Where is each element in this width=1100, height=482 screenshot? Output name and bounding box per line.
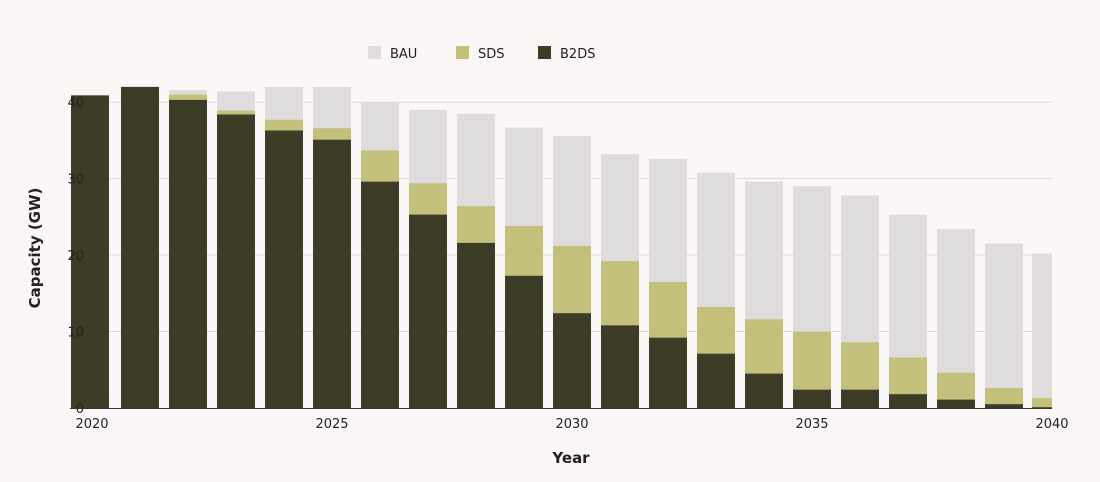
bar-b2ds-2039 bbox=[985, 404, 1023, 408]
legend-swatch-sds bbox=[456, 46, 469, 59]
y-tick-30: 30 bbox=[67, 173, 84, 188]
bar-b2ds-2026 bbox=[361, 181, 399, 408]
bar-b2ds-2037 bbox=[889, 394, 927, 408]
x-tick-2020: 2020 bbox=[75, 417, 108, 432]
y-tick-10: 10 bbox=[67, 326, 84, 341]
y-tick-0: 0 bbox=[76, 402, 84, 417]
bars bbox=[71, 86, 1052, 409]
bar-b2ds-2025 bbox=[313, 139, 351, 408]
x-tick-2030: 2030 bbox=[555, 417, 588, 432]
x-tick-2035: 2035 bbox=[795, 417, 828, 432]
legend-swatch-bau bbox=[368, 46, 381, 59]
bar-bau-2040 bbox=[1032, 253, 1052, 408]
y-tick-20: 20 bbox=[67, 249, 84, 264]
y-tick-40: 40 bbox=[67, 96, 84, 111]
bar-b2ds-2038 bbox=[937, 399, 975, 408]
bar-b2ds-2032 bbox=[649, 337, 687, 408]
bar-sds-2040 bbox=[1032, 398, 1052, 408]
bar-b2ds-2021 bbox=[121, 86, 159, 409]
x-tick-2040: 2040 bbox=[1035, 417, 1068, 432]
bar-b2ds-2020 bbox=[71, 95, 109, 409]
bar-b2ds-2036 bbox=[841, 389, 879, 408]
bar-b2ds-2028 bbox=[457, 242, 495, 408]
bar-b2ds-2024 bbox=[265, 130, 303, 408]
x-axis-title: Year bbox=[551, 449, 590, 467]
bar-bau-2039 bbox=[985, 243, 1023, 408]
legend-label-b2ds: B2DS bbox=[560, 47, 595, 62]
legend-swatch-b2ds bbox=[538, 46, 551, 59]
bar-sds-2039 bbox=[985, 388, 1023, 408]
x-tick-labels: 2020 2025 2030 2035 2040 bbox=[75, 417, 1068, 432]
bar-b2ds-2023 bbox=[217, 114, 255, 408]
y-tick-labels: 0 10 20 30 40 bbox=[67, 96, 84, 417]
bar-b2ds-2035 bbox=[793, 389, 831, 408]
bar-b2ds-2027 bbox=[409, 214, 447, 408]
bar-b2ds-2040 bbox=[1032, 407, 1052, 408]
bar-b2ds-2030 bbox=[553, 313, 591, 408]
bar-b2ds-2033 bbox=[697, 353, 735, 408]
legend-label-sds: SDS bbox=[478, 47, 505, 62]
bar-b2ds-2029 bbox=[505, 275, 543, 408]
bar-b2ds-2031 bbox=[601, 325, 639, 408]
legend: BAU SDS B2DS bbox=[368, 46, 595, 62]
y-axis-title: Capacity (GW) bbox=[26, 188, 44, 309]
bar-b2ds-2034 bbox=[745, 373, 783, 408]
legend-label-bau: BAU bbox=[390, 47, 417, 62]
x-tick-2025: 2025 bbox=[315, 417, 348, 432]
bar-b2ds-2022 bbox=[169, 99, 207, 409]
